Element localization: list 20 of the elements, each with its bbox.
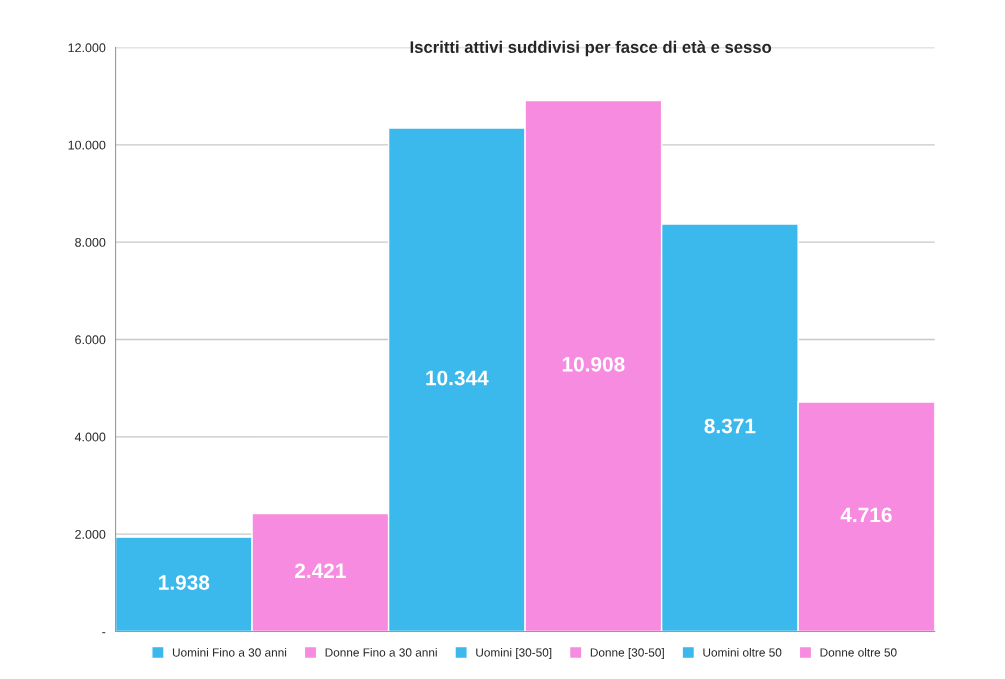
data-label: 4.716 (840, 507, 892, 523)
data-label: 10.908 (562, 356, 625, 372)
legend-label: Uomini oltre 50 (703, 648, 782, 657)
legend-label: Donne Fino a 30 anni (325, 648, 437, 657)
y-tick-label: 2.000 (75, 529, 106, 539)
y-tick-label: 6.000 (75, 335, 106, 345)
legend-label: Donne [30-50] (590, 648, 664, 659)
legend-label: Donne oltre 50 (820, 648, 897, 657)
data-label: 2.421 (295, 563, 346, 578)
y-tick-label: 4.000 (74, 432, 106, 442)
y-tick-label: 12.000 (68, 43, 106, 53)
y-tick-label: 8.000 (75, 237, 106, 247)
data-label: 10.344 (426, 370, 489, 386)
y-tick-label: 10.000 (68, 140, 106, 150)
chart-title: Iscritti attivi suddivisi per fasce di età e sesso (410, 40, 772, 57)
data-label: 8.371 (704, 418, 756, 434)
y-tick-label: - (102, 632, 106, 634)
data-label: 1.938 (159, 575, 210, 590)
legend-label: Uomini Fino a 30 anni (172, 648, 287, 657)
legend-label: Uomini [30-50] (476, 648, 552, 659)
